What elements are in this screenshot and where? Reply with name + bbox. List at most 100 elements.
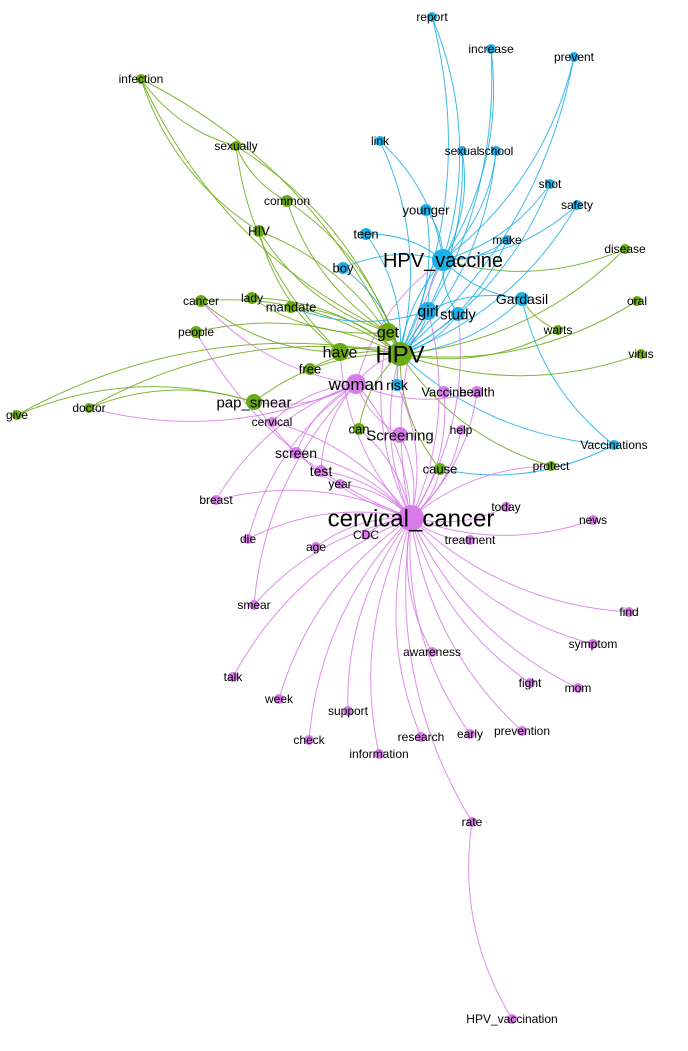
node-label-disease: disease [604, 242, 646, 256]
node-test[interactable] [315, 465, 327, 477]
node-label-breast: breast [199, 493, 233, 507]
node-doctor[interactable] [84, 403, 94, 413]
node-news[interactable] [588, 515, 598, 525]
node-age[interactable] [311, 542, 321, 552]
node-people[interactable] [190, 326, 202, 338]
node-label-girl: girl [417, 304, 438, 321]
node-give[interactable] [12, 410, 22, 420]
node-school[interactable] [491, 146, 501, 156]
edge-cervical_cancer-news [410, 517, 594, 536]
node-hpv_vaccine[interactable] [432, 249, 454, 271]
node-label-cervical: cervical [252, 415, 293, 429]
node-have[interactable] [331, 343, 349, 361]
node-label-protect: protect [533, 459, 570, 473]
node-younger[interactable] [420, 204, 432, 216]
node-find[interactable] [624, 607, 634, 617]
node-information[interactable] [374, 749, 384, 759]
edge-hiv-get [258, 230, 389, 333]
edge-have-cervical_cancer [339, 351, 412, 519]
edge-cervical_cancer-screen [295, 452, 412, 519]
node-screening[interactable] [392, 427, 408, 443]
node-increase[interactable] [486, 44, 496, 54]
node-make[interactable] [502, 235, 512, 245]
edge-pap_smear-woman [253, 383, 357, 405]
node-label-virus: virus [628, 347, 653, 361]
node-lady[interactable] [246, 292, 258, 304]
node-link[interactable] [375, 136, 385, 146]
node-cause[interactable] [434, 463, 446, 475]
node-get[interactable] [379, 323, 397, 341]
node-woman[interactable] [346, 374, 366, 394]
edge-hpv-younger [399, 209, 430, 355]
node-help[interactable] [456, 425, 466, 435]
node-free[interactable] [304, 363, 316, 375]
node-treatment[interactable] [465, 535, 475, 545]
node-awareness[interactable] [427, 647, 437, 657]
node-cdc[interactable] [361, 530, 371, 540]
node-research[interactable] [416, 732, 426, 742]
edge-infection-hiv [140, 78, 260, 232]
node-vaccinations[interactable] [609, 440, 619, 450]
node-virus[interactable] [636, 349, 646, 359]
node-prevent[interactable] [569, 52, 579, 62]
node-die[interactable] [243, 534, 253, 544]
node-cervical[interactable] [267, 417, 277, 427]
node-label-get: get [377, 325, 400, 342]
node-label-pap_smear: pap_smear [216, 394, 291, 411]
edge-hpv_vaccine-report [431, 16, 461, 261]
node-today[interactable] [501, 502, 511, 512]
node-hpv_vaccination[interactable] [507, 1014, 517, 1024]
edge-gardasil-vaccinations [521, 298, 615, 446]
node-health[interactable] [471, 386, 483, 398]
node-breast[interactable] [211, 495, 221, 505]
node-label-give: give [6, 408, 28, 422]
node-girl[interactable] [419, 302, 437, 320]
node-fight[interactable] [525, 678, 535, 688]
node-symptom[interactable] [588, 639, 598, 649]
node-cancer[interactable] [195, 295, 207, 307]
node-label-mandate: mandate [266, 300, 317, 315]
node-oral[interactable] [632, 296, 642, 306]
node-can[interactable] [353, 423, 365, 435]
node-mandate[interactable] [285, 301, 297, 313]
node-report[interactable] [427, 12, 437, 22]
node-cervical_cancer[interactable] [398, 505, 424, 531]
node-talk[interactable] [228, 672, 238, 682]
node-common[interactable] [281, 195, 293, 207]
node-year[interactable] [335, 479, 345, 489]
node-label-hpv_vaccination: HPV_vaccination [466, 1012, 557, 1026]
node-label-school: school [479, 144, 514, 158]
node-vaccine[interactable] [438, 386, 450, 398]
node-support[interactable] [343, 706, 353, 716]
node-pap_smear[interactable] [246, 394, 262, 410]
node-label-teen: teen [353, 227, 378, 242]
node-gardasil[interactable] [515, 292, 529, 306]
node-infection[interactable] [136, 74, 146, 84]
node-check[interactable] [304, 735, 314, 745]
node-label-cause: cause [423, 462, 458, 477]
node-shot[interactable] [545, 179, 555, 189]
edge-cervical_cancer-breast [215, 489, 412, 519]
node-warts[interactable] [553, 325, 563, 335]
node-sexual[interactable] [457, 146, 467, 156]
node-early[interactable] [465, 729, 475, 739]
node-sexually[interactable] [231, 141, 241, 151]
node-safety[interactable] [572, 200, 582, 210]
node-risk[interactable] [391, 379, 403, 391]
node-smear[interactable] [249, 600, 259, 610]
node-label-test: test [310, 463, 333, 479]
node-teen[interactable] [360, 228, 372, 240]
node-hpv[interactable] [388, 342, 412, 366]
node-mom[interactable] [573, 683, 583, 693]
node-disease[interactable] [620, 244, 630, 254]
node-protect[interactable] [546, 461, 556, 471]
node-study[interactable] [451, 307, 465, 321]
node-label-cervical_cancer: cervical_cancer [328, 505, 495, 532]
node-prevention[interactable] [517, 726, 527, 736]
node-boy[interactable] [337, 262, 349, 274]
node-label-prevention: prevention [494, 724, 550, 738]
node-screen[interactable] [290, 447, 302, 459]
node-week[interactable] [274, 694, 284, 704]
node-hiv[interactable] [253, 225, 265, 237]
node-rate[interactable] [467, 817, 477, 827]
